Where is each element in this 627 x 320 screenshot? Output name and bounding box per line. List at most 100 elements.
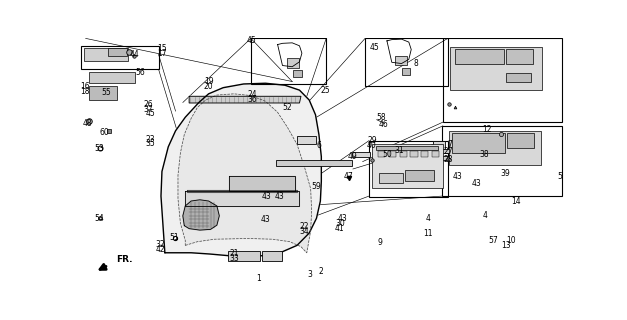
Bar <box>89 72 135 84</box>
Text: FR.: FR. <box>116 255 132 264</box>
Polygon shape <box>189 96 301 103</box>
Text: 43: 43 <box>261 215 270 224</box>
Bar <box>81 46 159 69</box>
Bar <box>443 38 562 122</box>
Bar <box>352 152 371 157</box>
Bar <box>228 251 260 261</box>
Text: 11: 11 <box>423 228 433 237</box>
Text: 31: 31 <box>394 146 404 155</box>
Bar <box>451 133 505 153</box>
Bar <box>389 150 396 157</box>
Bar <box>251 38 326 84</box>
Text: 1: 1 <box>256 274 261 283</box>
Bar <box>405 170 434 181</box>
Bar <box>421 150 428 157</box>
Bar <box>369 141 448 197</box>
Bar <box>378 150 386 157</box>
Text: 45: 45 <box>246 36 256 45</box>
Text: 51: 51 <box>170 234 179 243</box>
Bar <box>431 150 439 157</box>
Text: 56: 56 <box>135 68 145 77</box>
Text: 28: 28 <box>444 155 453 164</box>
Bar <box>108 48 127 56</box>
Text: 42: 42 <box>155 244 165 253</box>
Polygon shape <box>161 83 322 256</box>
Text: 9: 9 <box>377 238 382 247</box>
Text: 57: 57 <box>488 236 498 245</box>
Bar <box>442 149 451 153</box>
Text: 19: 19 <box>204 77 213 86</box>
Text: 22: 22 <box>299 222 308 231</box>
Bar <box>455 50 503 64</box>
Text: 40: 40 <box>367 141 377 150</box>
Text: 16: 16 <box>80 82 90 91</box>
Text: 26: 26 <box>144 100 153 109</box>
Text: 2: 2 <box>319 267 324 276</box>
Text: 12: 12 <box>482 125 492 134</box>
Polygon shape <box>187 190 297 192</box>
Text: 4: 4 <box>482 211 487 220</box>
Bar <box>506 73 531 82</box>
Text: 20: 20 <box>204 82 213 91</box>
Bar <box>287 58 300 68</box>
Text: 38: 38 <box>479 150 489 159</box>
Bar <box>262 251 282 261</box>
Text: 13: 13 <box>501 241 511 250</box>
Bar <box>379 173 403 183</box>
Text: 14: 14 <box>511 196 520 205</box>
Text: 37: 37 <box>144 105 153 114</box>
Text: 60: 60 <box>100 128 110 137</box>
Text: 58: 58 <box>376 113 386 122</box>
Text: 27: 27 <box>444 147 453 156</box>
Bar <box>297 136 317 144</box>
Bar <box>395 56 408 65</box>
Text: 55: 55 <box>102 88 112 97</box>
Bar <box>399 150 407 157</box>
Bar <box>89 86 117 100</box>
Bar <box>401 68 410 75</box>
Text: 29: 29 <box>367 136 377 145</box>
Text: 25: 25 <box>320 86 330 95</box>
Bar <box>507 133 534 148</box>
Text: 15: 15 <box>157 44 167 53</box>
Bar <box>386 147 409 152</box>
Text: 44: 44 <box>129 50 139 59</box>
Bar <box>442 156 451 160</box>
Text: 43: 43 <box>262 192 271 201</box>
Text: 49: 49 <box>348 152 358 161</box>
Text: 18: 18 <box>80 87 90 96</box>
Text: 52: 52 <box>283 103 292 112</box>
Text: 35: 35 <box>145 139 155 148</box>
Text: 30: 30 <box>335 219 345 228</box>
Text: 45: 45 <box>370 43 380 52</box>
Text: 8: 8 <box>414 59 418 68</box>
Polygon shape <box>183 200 219 230</box>
Text: 21: 21 <box>229 250 239 259</box>
Bar <box>449 131 541 165</box>
Text: 3: 3 <box>307 270 312 279</box>
Text: 39: 39 <box>500 169 510 179</box>
Text: 53: 53 <box>94 144 103 153</box>
Text: 54: 54 <box>94 214 103 223</box>
Bar <box>372 144 443 188</box>
Text: 48: 48 <box>83 119 92 128</box>
Text: 43: 43 <box>337 214 347 223</box>
Bar <box>365 38 448 86</box>
Text: 41: 41 <box>335 224 345 233</box>
Text: 5: 5 <box>557 172 562 181</box>
Text: 23: 23 <box>145 135 155 144</box>
Bar <box>276 160 352 166</box>
Text: 7: 7 <box>448 140 453 149</box>
Text: 33: 33 <box>229 254 239 263</box>
Text: 34: 34 <box>299 227 308 236</box>
Bar <box>433 141 445 148</box>
Text: 24: 24 <box>247 90 256 99</box>
Bar <box>376 146 438 150</box>
Bar <box>410 150 418 157</box>
Text: 43: 43 <box>275 192 285 201</box>
Text: 59: 59 <box>312 182 322 191</box>
Bar <box>442 126 562 196</box>
Bar <box>450 47 542 90</box>
Text: 36: 36 <box>247 95 256 104</box>
Text: 32: 32 <box>155 240 165 249</box>
